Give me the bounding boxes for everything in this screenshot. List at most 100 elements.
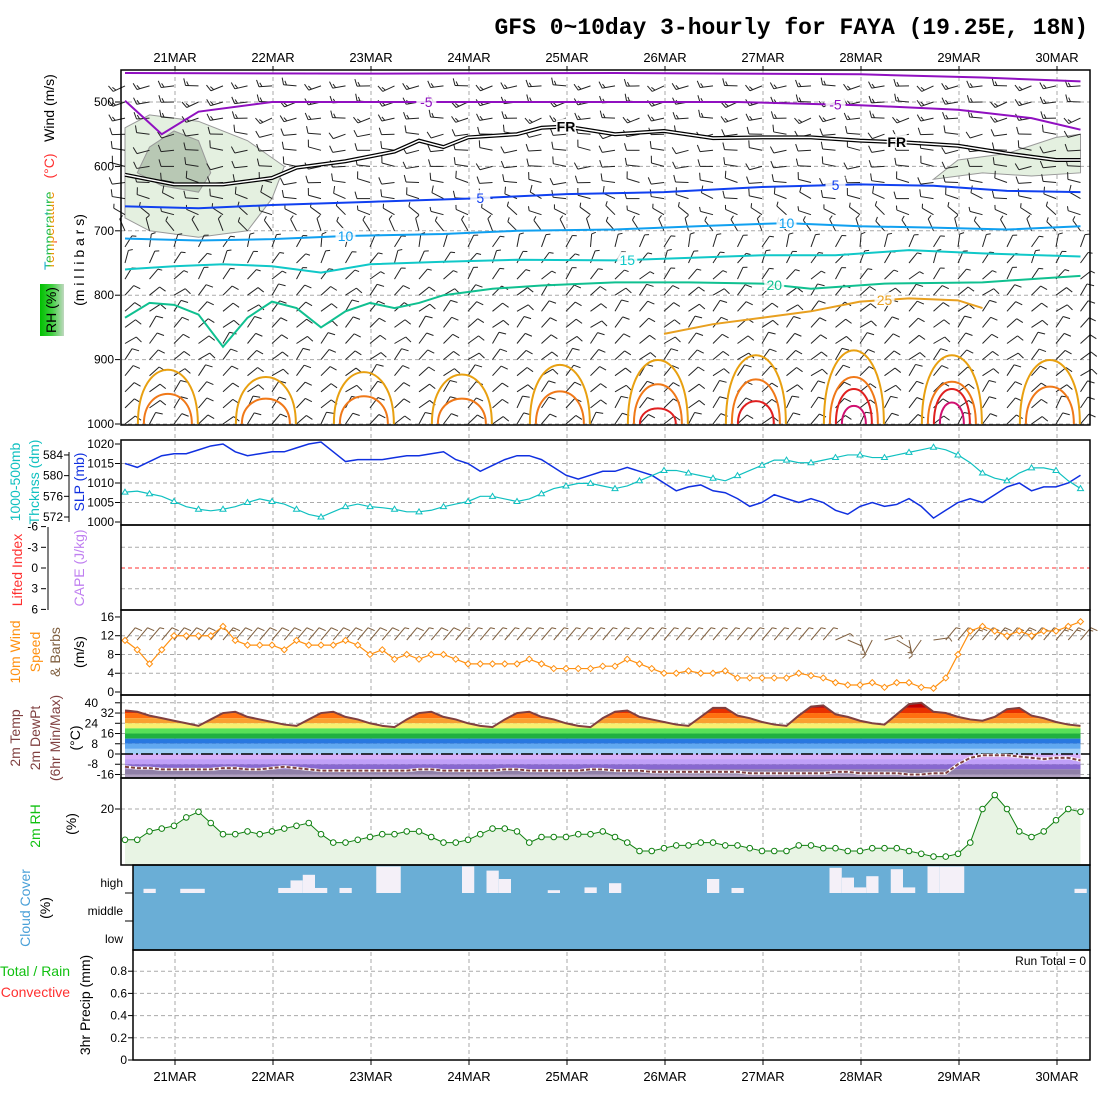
wind-barb-flag	[377, 397, 385, 401]
wind-barb-flag	[773, 84, 778, 89]
thickness-point	[1076, 484, 1085, 492]
wind-barb-flag	[747, 335, 755, 341]
wind-barb-flag	[748, 140, 750, 148]
thickness-point	[660, 466, 668, 473]
wind-barb-flag	[474, 364, 483, 368]
wind10-barb	[406, 627, 418, 641]
wind-barb-flag	[282, 270, 287, 274]
wind-barb	[296, 284, 306, 296]
li-tick-label: -3	[27, 540, 38, 554]
rh-point	[146, 828, 153, 835]
wind-barb	[590, 412, 597, 425]
rh-point	[979, 805, 986, 813]
wind-barb	[222, 398, 234, 409]
wind-barb	[855, 218, 861, 231]
wind10-barb-flag	[171, 627, 179, 632]
wind-barb-flag	[821, 270, 826, 274]
wind-barb	[773, 149, 787, 154]
wind-barb-flag	[281, 141, 285, 150]
wind-barb	[504, 149, 518, 154]
wind10-barb-flag	[380, 627, 388, 632]
rh-point	[280, 825, 288, 832]
wind-barb	[835, 364, 844, 376]
wind-barb-flag	[796, 367, 803, 373]
wind-barb	[957, 268, 967, 280]
wind-barb-flag	[1016, 318, 1024, 323]
wind-barb-flag	[591, 231, 596, 235]
wind-barb	[388, 218, 395, 232]
wind-barb-flag	[746, 252, 751, 256]
wind-barb	[847, 194, 861, 200]
wind-speed-point	[942, 674, 950, 682]
wind10-barb-flag	[796, 627, 802, 630]
wind-barb-flag	[598, 81, 603, 89]
wind-barb-flag	[450, 299, 458, 304]
wind-barb	[222, 302, 234, 312]
wind-barb	[614, 299, 622, 312]
wind-barb-flag	[353, 333, 361, 338]
wind-barb	[786, 251, 793, 264]
wind-barb-flag	[600, 173, 603, 181]
wind-barb-flag	[941, 97, 946, 105]
wind-barb-flag	[276, 233, 281, 236]
wind-barb	[234, 85, 248, 90]
wind-barb	[222, 348, 232, 360]
wind-barb-flag	[151, 232, 156, 235]
wind-barb-flag	[333, 113, 336, 118]
wind-barb-flag	[941, 161, 946, 169]
wind10-barb	[332, 627, 344, 641]
wind-barb	[124, 250, 129, 264]
wind-barb	[369, 380, 379, 393]
wind10-barb	[737, 627, 749, 641]
wind-barb-flag	[161, 112, 165, 118]
thickness-point	[537, 489, 546, 497]
wind-barb	[761, 302, 773, 312]
wind-barb	[761, 250, 767, 264]
wind-barb-flag	[916, 99, 922, 107]
rh-point	[991, 791, 999, 799]
wind-barb-flag	[280, 177, 285, 185]
wind-barb	[737, 284, 746, 296]
degc-label: (°C)	[41, 153, 57, 178]
wind-barb-flag	[915, 283, 924, 287]
wind-speed-point	[635, 660, 644, 668]
wind-barb-flag	[748, 188, 750, 196]
wind-barb	[761, 268, 770, 280]
wind-barb-flag	[670, 348, 679, 352]
wind-barb-flag	[848, 202, 851, 208]
wind-barb-flag	[233, 319, 240, 326]
wind-barb-flag	[133, 111, 138, 120]
wind-barb	[165, 220, 175, 232]
wind10-barb-flag	[343, 627, 351, 632]
wind-barb-flag	[871, 98, 875, 103]
isotherm-label-bg	[617, 251, 638, 266]
wind-barb	[198, 397, 208, 409]
wind-barb-flag	[280, 317, 288, 322]
rh-point	[256, 830, 264, 838]
wind-barb	[554, 208, 567, 216]
wind-barb	[1006, 267, 1013, 280]
wind-barb-flag	[794, 332, 802, 337]
wind-barb	[320, 349, 330, 360]
wind-barb	[1031, 285, 1042, 296]
wind-barb	[786, 395, 793, 409]
wind-barb-flag	[993, 288, 1000, 295]
rh-point	[758, 847, 766, 855]
wind-barb-flag	[1084, 233, 1090, 236]
wind-barb	[921, 85, 934, 92]
wind-barb-flag	[600, 303, 608, 309]
wind-barb	[737, 234, 744, 248]
wind-barb-flag	[181, 251, 186, 254]
wind-barb-flag	[405, 336, 412, 343]
wind-barb-flag	[231, 365, 239, 370]
wind-barb	[810, 351, 822, 361]
wind-barb-flag	[647, 252, 653, 255]
wind-barb-flag	[306, 318, 313, 324]
wind-barb	[614, 287, 627, 296]
wind-barb-flag	[259, 119, 264, 123]
wind-barb-flag	[872, 113, 875, 118]
wind10-barb-flag	[978, 629, 984, 632]
wind-barb	[737, 414, 748, 425]
wind-barb	[688, 233, 691, 247]
wind-barb-flag	[404, 415, 411, 421]
